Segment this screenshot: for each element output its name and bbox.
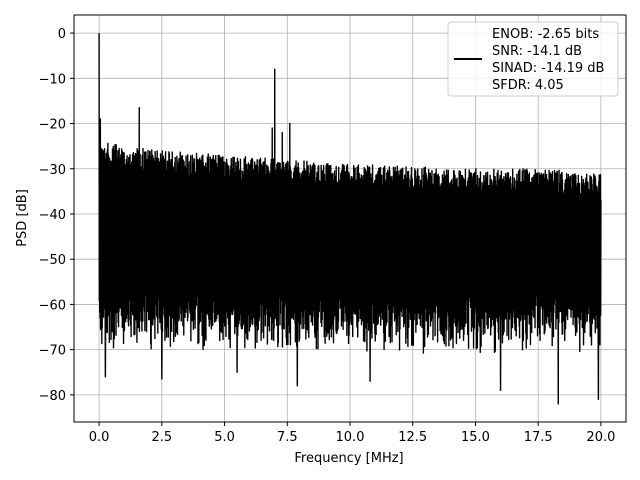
x-tick-label-3: 7.5	[277, 430, 298, 445]
legend-snr: SNR: -14.1 dB	[492, 44, 582, 59]
y-tick-label-2: −20	[39, 118, 66, 133]
y-tick-label-5: −50	[39, 253, 66, 268]
x-axis-label: Frequency [MHz]	[294, 451, 403, 466]
x-axis-ticks: 0.0 2.5 5.0 7.5 10.0 12.5 15.0 17.5 20.0	[89, 422, 615, 445]
legend-enob: ENOB: -2.65 bits	[492, 27, 599, 42]
y-tick-label-7: −70	[39, 344, 66, 359]
legend: ENOB: -2.65 bits SNR: -14.1 dB SINAD: -1…	[447, 21, 619, 97]
psd-line	[98, 33, 602, 405]
x-tick-label-5: 12.5	[398, 430, 427, 445]
legend-sinad: SINAD: -14.19 dB	[492, 61, 604, 76]
y-tick-label-3: −30	[39, 163, 66, 178]
x-tick-label-7: 17.5	[524, 430, 553, 445]
y-axis-ticks: 0 −10 −20 −30 −40 −50 −60 −70 −80	[39, 27, 74, 404]
x-tick-label-0: 0.0	[89, 430, 110, 445]
y-axis-label: PSD [dB]	[15, 189, 30, 247]
legend-sfdr: SFDR: 4.05	[492, 78, 564, 93]
y-tick-label-8: −80	[39, 389, 66, 404]
x-tick-label-8: 20.0	[586, 430, 615, 445]
x-tick-label-4: 10.0	[336, 430, 365, 445]
y-tick-label-0: 0	[58, 27, 66, 42]
x-tick-label-2: 5.0	[214, 430, 235, 445]
y-tick-label-1: −10	[39, 72, 66, 87]
legend-box	[447, 21, 619, 97]
y-tick-label-6: −60	[39, 298, 66, 313]
x-tick-label-6: 15.0	[461, 430, 490, 445]
x-tick-label-1: 2.5	[151, 430, 172, 445]
psd-series	[98, 33, 602, 405]
y-tick-label-4: −40	[39, 208, 66, 223]
